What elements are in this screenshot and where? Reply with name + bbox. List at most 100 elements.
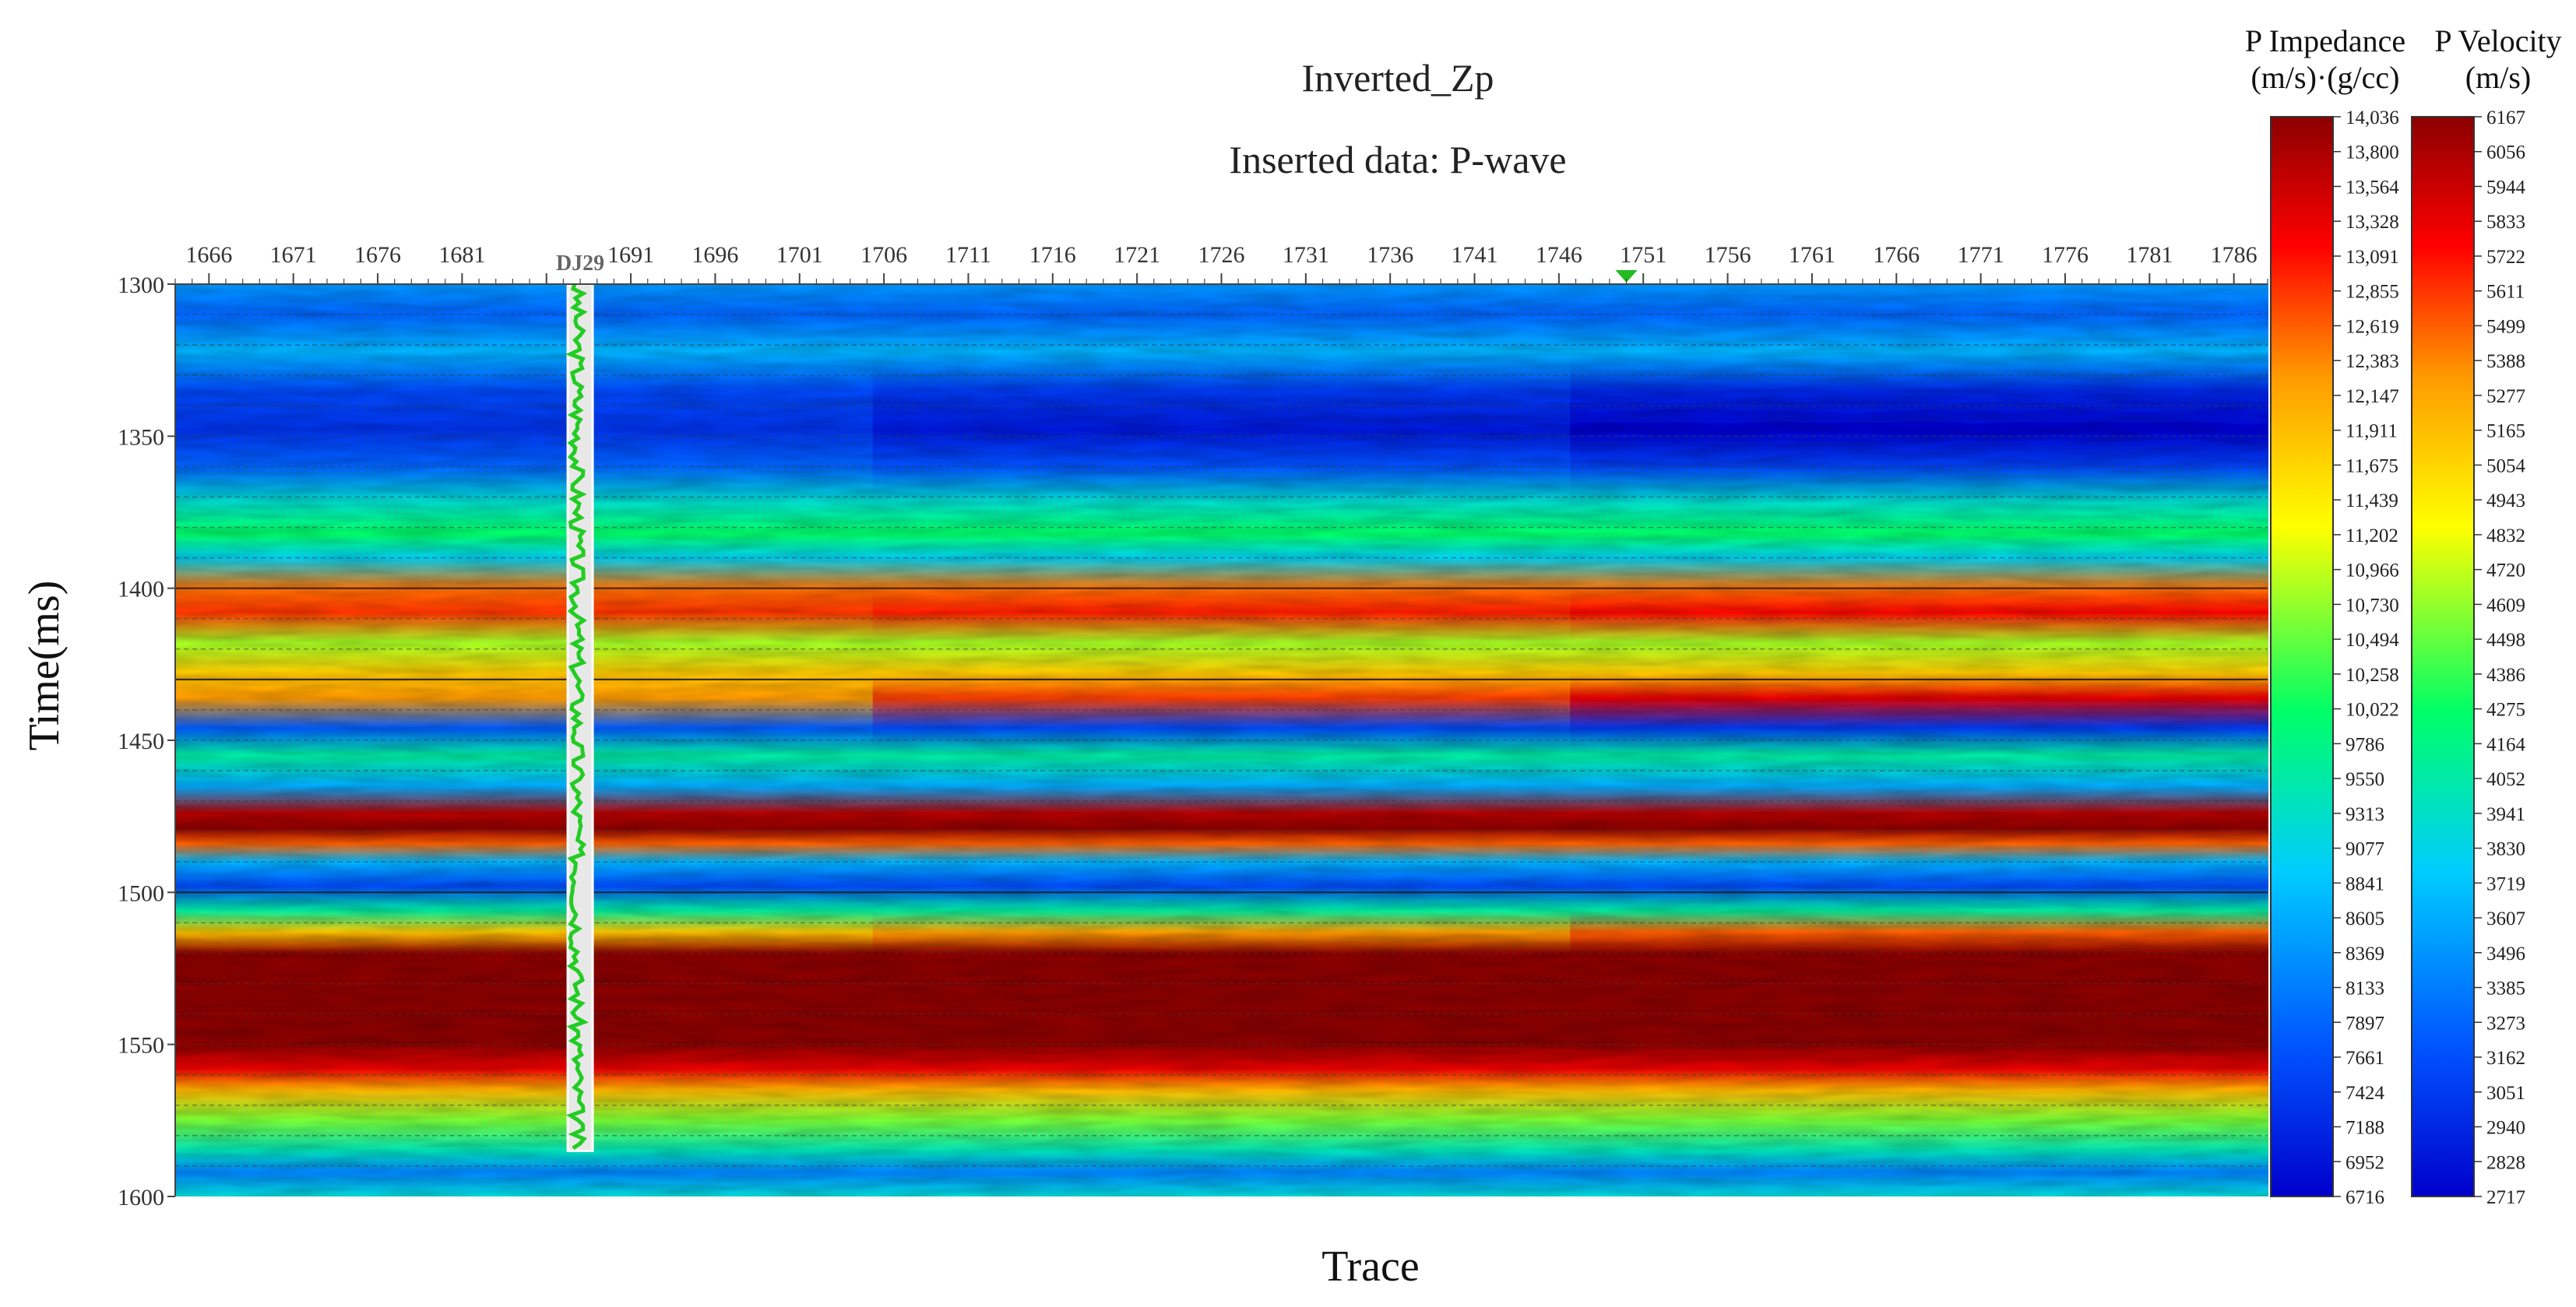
colorbar-velocity-title-line1: P Velocity (2434, 23, 2561, 58)
colorbar-tick-label: 9550 (2345, 769, 2384, 790)
colorbar-tick-label: 10,022 (2345, 700, 2399, 721)
well-log-curve (565, 283, 589, 1151)
x-tick-label: 1751 (1620, 242, 1666, 268)
y-tick-label: 1300 (118, 272, 164, 298)
colorbar-tick-label: 8605 (2345, 908, 2384, 929)
colorbar-tick-label: 11,911 (2345, 421, 2398, 442)
colorbar-tick-label: 4386 (2486, 665, 2525, 686)
colorbar-tick-label: 10,966 (2345, 560, 2399, 581)
colorbar-tick-label: 5611 (2486, 282, 2525, 303)
colorbar-impedance-scale (2270, 116, 2334, 1197)
colorbar-tick-label: 7188 (2345, 1118, 2384, 1139)
horizon-lines (175, 314, 2268, 1167)
heatmap-band-column (175, 284, 874, 1196)
x-tick-label: 1726 (1198, 242, 1245, 268)
y-axis-label: Time(ms) (20, 581, 69, 751)
x-tick-label: 1721 (1114, 242, 1160, 268)
colorbar-tick-label: 3496 (2486, 943, 2525, 964)
colorbar-p-impedance: P Impedance (m/s)·(g/cc) 14,036 13,800 13,… (2245, 23, 2405, 1208)
x-axis-label: Trace (1321, 1242, 1419, 1291)
x-tick-label: 1731 (1283, 242, 1329, 268)
y-axis: 1300 1350 1400 1450 1500 1550 1600 (118, 272, 176, 1210)
x-tick-label: 1706 (860, 242, 907, 268)
colorbar-tick-label: 4943 (2486, 490, 2525, 511)
well-label: DJ29 (556, 251, 604, 276)
colorbar-tick-label: 5165 (2486, 421, 2525, 442)
x-tick-label: 1701 (776, 242, 823, 268)
colorbar-tick-label: 13,091 (2345, 247, 2399, 268)
colorbar-tick-label: 6167 (2486, 107, 2525, 128)
x-tick-label: 1696 (692, 242, 738, 268)
colorbar-tick-label: 9786 (2345, 734, 2384, 755)
colorbar-tick-label: 5833 (2486, 212, 2525, 233)
colorbar-tick-label: 8841 (2345, 873, 2384, 894)
colorbar-tick-label: 3719 (2486, 873, 2525, 894)
colorbar-tick-label: 4164 (2486, 734, 2526, 755)
colorbar-tick-label: 3607 (2486, 908, 2525, 929)
x-tick-label: 1786 (2211, 242, 2258, 268)
colorbar-tick-label: 3830 (2486, 839, 2525, 860)
y-tick-label: 1350 (118, 424, 164, 450)
colorbar-tick-label: 11,675 (2345, 455, 2398, 476)
x-tick-label: 1741 (1452, 242, 1498, 268)
colorbar-tick-label: 4052 (2486, 769, 2525, 790)
colorbar-tick-label: 3162 (2486, 1048, 2525, 1069)
colorbar-tick-label: 8133 (2345, 978, 2384, 1000)
colorbar-tick-label: 4609 (2486, 595, 2525, 616)
colorbar-tick-label: 2828 (2486, 1152, 2525, 1173)
colorbar-tick-label: 8369 (2345, 943, 2384, 964)
x-tick-label: 1771 (1958, 242, 2004, 268)
colorbar-tick-label: 3385 (2486, 978, 2525, 1000)
x-tick-label: 1766 (1873, 242, 1920, 268)
colorbar-tick-label: 4720 (2486, 560, 2525, 581)
colorbar-tick-label: 11,439 (2345, 490, 2398, 511)
trace-marker-triangle (1615, 270, 1638, 283)
colorbar-tick-label: 10,258 (2345, 665, 2399, 686)
colorbar-tick-label: 12,147 (2345, 386, 2399, 407)
colorbar-tick-label: 12,855 (2345, 282, 2399, 303)
colorbar-tick-label: 6716 (2345, 1187, 2384, 1208)
colorbar-tick-label: 9313 (2345, 804, 2384, 825)
x-axis: 1666 1671 1676 1681 1691 1696 1701 1706 1711 1716… (174, 242, 2268, 285)
colorbar-tick-label: 3051 (2486, 1083, 2525, 1104)
x-tick-label: 1676 (354, 242, 401, 268)
y-tick-label: 1400 (118, 577, 164, 603)
x-tick-label: 1711 (945, 242, 991, 268)
colorbar-tick-label: 3941 (2486, 804, 2525, 825)
colorbar-tick-label: 7897 (2345, 1013, 2384, 1034)
colorbar-tick-label: 5277 (2486, 386, 2525, 407)
colorbar-tick-label: 12,383 (2345, 351, 2399, 372)
colorbar-tick-label: 6056 (2486, 142, 2525, 163)
colorbar-impedance-title-line2: (m/s)·(g/cc) (2250, 60, 2399, 95)
y-tick-label: 1500 (118, 880, 164, 906)
colorbar-tick-label: 10,494 (2345, 630, 2399, 651)
colorbar-tick-label: 3273 (2486, 1013, 2525, 1034)
colorbar-tick-label: 2940 (2486, 1118, 2525, 1139)
chart-title: Inverted_Zp (1301, 56, 1494, 100)
y-tick-label: 1600 (118, 1185, 164, 1210)
x-tick-label: 1671 (270, 242, 317, 268)
colorbar-tick-label: 11,202 (2345, 525, 2398, 546)
y-tick-label: 1450 (118, 729, 164, 754)
colorbar-tick-label: 5722 (2486, 247, 2525, 268)
colorbar-tick-label: 9077 (2345, 839, 2384, 860)
colorbar-tick-label: 14,036 (2345, 107, 2399, 128)
colorbar-tick-label: 4275 (2486, 700, 2525, 721)
colorbar-impedance-title-line1: P Impedance (2245, 23, 2405, 58)
colorbar-tick-label: 5054 (2486, 455, 2526, 476)
x-tick-label: 1736 (1367, 242, 1413, 268)
colorbar-tick-label: 13,328 (2345, 212, 2399, 233)
x-tick-label: 1781 (2126, 242, 2173, 268)
y-tick-label: 1550 (118, 1033, 164, 1059)
x-tick-label: 1681 (438, 242, 485, 268)
colorbar-tick-label: 12,619 (2345, 316, 2399, 337)
colorbar-tick-label: 10,730 (2345, 595, 2399, 616)
x-tick-label: 1756 (1705, 242, 1751, 268)
heatmap-plot-area: DJ29 (175, 251, 2268, 1196)
x-tick-label: 1761 (1789, 242, 1835, 268)
colorbar-tick-label: 6952 (2345, 1152, 2384, 1173)
x-tick-label: 1691 (607, 242, 654, 268)
x-tick-label: 1776 (2042, 242, 2089, 268)
colorbar-tick-label: 5944 (2486, 177, 2526, 198)
